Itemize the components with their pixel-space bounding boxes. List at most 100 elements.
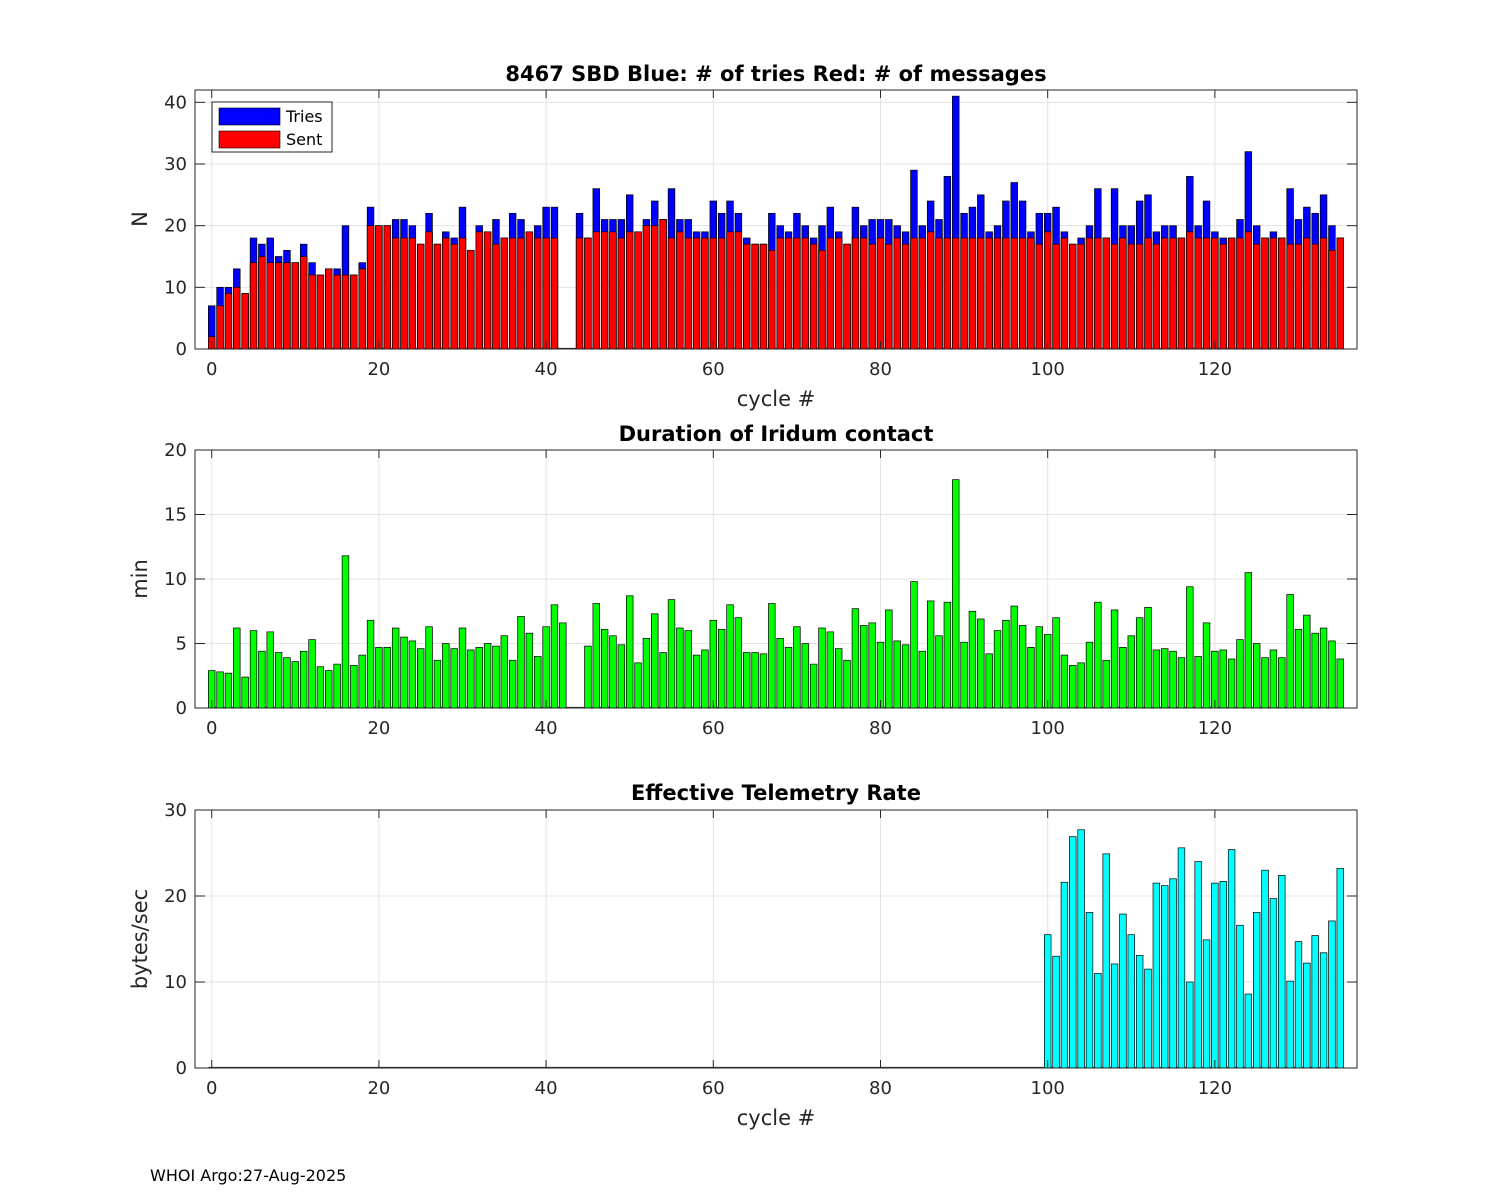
bar-rate — [1169, 878, 1177, 1069]
bar-duration — [241, 676, 249, 709]
bar-rate — [1127, 934, 1135, 1069]
legend-label-sent: Sent — [286, 130, 322, 149]
bar-sent — [1244, 231, 1253, 350]
bar-duration — [366, 619, 375, 709]
bar-duration — [1211, 650, 1219, 709]
bar-sent — [233, 286, 241, 350]
bar-duration — [1278, 657, 1286, 709]
bar-sent — [1211, 237, 1219, 350]
y-tick-label: 10 — [164, 569, 187, 590]
bar-sent — [542, 237, 550, 350]
x-tick-label: 40 — [535, 718, 558, 739]
bar-duration — [1252, 643, 1261, 709]
bar-sent — [1027, 237, 1035, 350]
bar-duration — [442, 643, 450, 709]
bar-duration — [1336, 658, 1344, 709]
bar-duration — [425, 626, 433, 709]
bar-sent — [299, 256, 308, 350]
bar-duration — [274, 652, 283, 709]
bar-sent — [291, 262, 300, 350]
y-tick-label: 30 — [164, 800, 187, 821]
bar-sent — [1169, 237, 1177, 350]
bar-duration — [1286, 594, 1294, 709]
x-tick-label: 100 — [1031, 1078, 1065, 1099]
bar-sent — [1161, 237, 1169, 350]
ticks: 0 20 40 60 80 100 120 0 10 20 30 40 — [164, 90, 1357, 380]
bar-rate — [1286, 980, 1294, 1069]
bar-sent — [1085, 237, 1094, 350]
bar-sent — [692, 237, 701, 350]
bar-duration — [1169, 650, 1177, 709]
bar-duration — [1186, 586, 1194, 709]
bar-sent — [985, 237, 993, 350]
bar-duration — [1219, 649, 1227, 709]
bar-sent — [584, 237, 592, 350]
bar-sent — [634, 231, 642, 350]
bar-sent — [826, 237, 835, 350]
bar-rate — [1227, 849, 1236, 1069]
x-tick-label: 120 — [1198, 1078, 1232, 1099]
bar-sent — [400, 237, 408, 350]
bar-rate — [1328, 920, 1336, 1069]
bar-sent — [316, 274, 325, 350]
bar-rate — [1102, 853, 1110, 1069]
bar-rate — [1186, 981, 1194, 1069]
bar-sent — [1194, 237, 1202, 350]
y-tick-label: 40 — [164, 92, 187, 113]
bar-rate — [1144, 968, 1152, 1069]
bar-sent — [843, 243, 851, 350]
y-tick-label: 5 — [176, 634, 187, 655]
bar-sent — [926, 231, 935, 350]
bar-sent — [1336, 237, 1344, 350]
bar-sent — [960, 237, 968, 350]
x-tick-label: 20 — [367, 1078, 390, 1099]
bar-duration — [500, 635, 509, 709]
chart-tries-sent-title: 8467 SBD Blue: # of tries Red: # of mess… — [505, 62, 1046, 86]
bar-rate — [1252, 911, 1261, 1069]
bar-duration — [835, 648, 843, 709]
x-tick-label: 60 — [702, 1078, 725, 1099]
bar-duration — [768, 603, 776, 709]
x-tick-label: 0 — [206, 1078, 217, 1099]
bar-sent — [1018, 237, 1027, 350]
bar-sent — [851, 237, 860, 350]
bar-duration — [600, 628, 609, 709]
bar-duration — [1110, 609, 1119, 709]
bar-duration — [634, 662, 642, 709]
bar-duration — [993, 630, 1002, 709]
bar-duration — [609, 635, 617, 709]
y-tick-label: 15 — [164, 505, 187, 526]
bar-rate — [1261, 869, 1269, 1069]
y-tick-label: 20 — [164, 440, 187, 461]
bar-duration — [1202, 622, 1211, 709]
bar-duration — [333, 663, 341, 709]
bar-duration — [667, 599, 676, 709]
x-tick-label: 80 — [869, 359, 892, 380]
legend: Tries Sent — [211, 101, 333, 153]
chart-telemetry-rate-xlabel: cycle # — [737, 1106, 816, 1130]
bar-sent — [910, 237, 918, 350]
bar-duration — [926, 600, 935, 709]
bar-duration — [977, 618, 985, 709]
bar-duration — [1135, 617, 1144, 709]
bar-duration — [1294, 628, 1303, 709]
bar-sent — [1261, 237, 1269, 350]
bar-duration — [233, 627, 241, 709]
bar-sent — [776, 237, 784, 350]
bar-duration — [584, 645, 592, 709]
bar-sent — [1069, 243, 1077, 350]
bar-sent — [333, 274, 341, 350]
bar-duration — [642, 637, 651, 709]
bar-sent — [709, 237, 717, 350]
bar-sent — [1328, 249, 1336, 350]
bar-rate — [1319, 952, 1328, 1069]
bar-sent — [592, 231, 600, 350]
bar-duration — [559, 622, 567, 709]
bar-duration — [793, 626, 801, 709]
bar-sent — [1286, 243, 1294, 350]
bar-duration — [893, 640, 901, 709]
bar-duration — [1303, 614, 1311, 709]
bar-duration — [784, 647, 793, 709]
bar-duration — [1060, 654, 1069, 709]
bar-rate — [1236, 924, 1244, 1069]
